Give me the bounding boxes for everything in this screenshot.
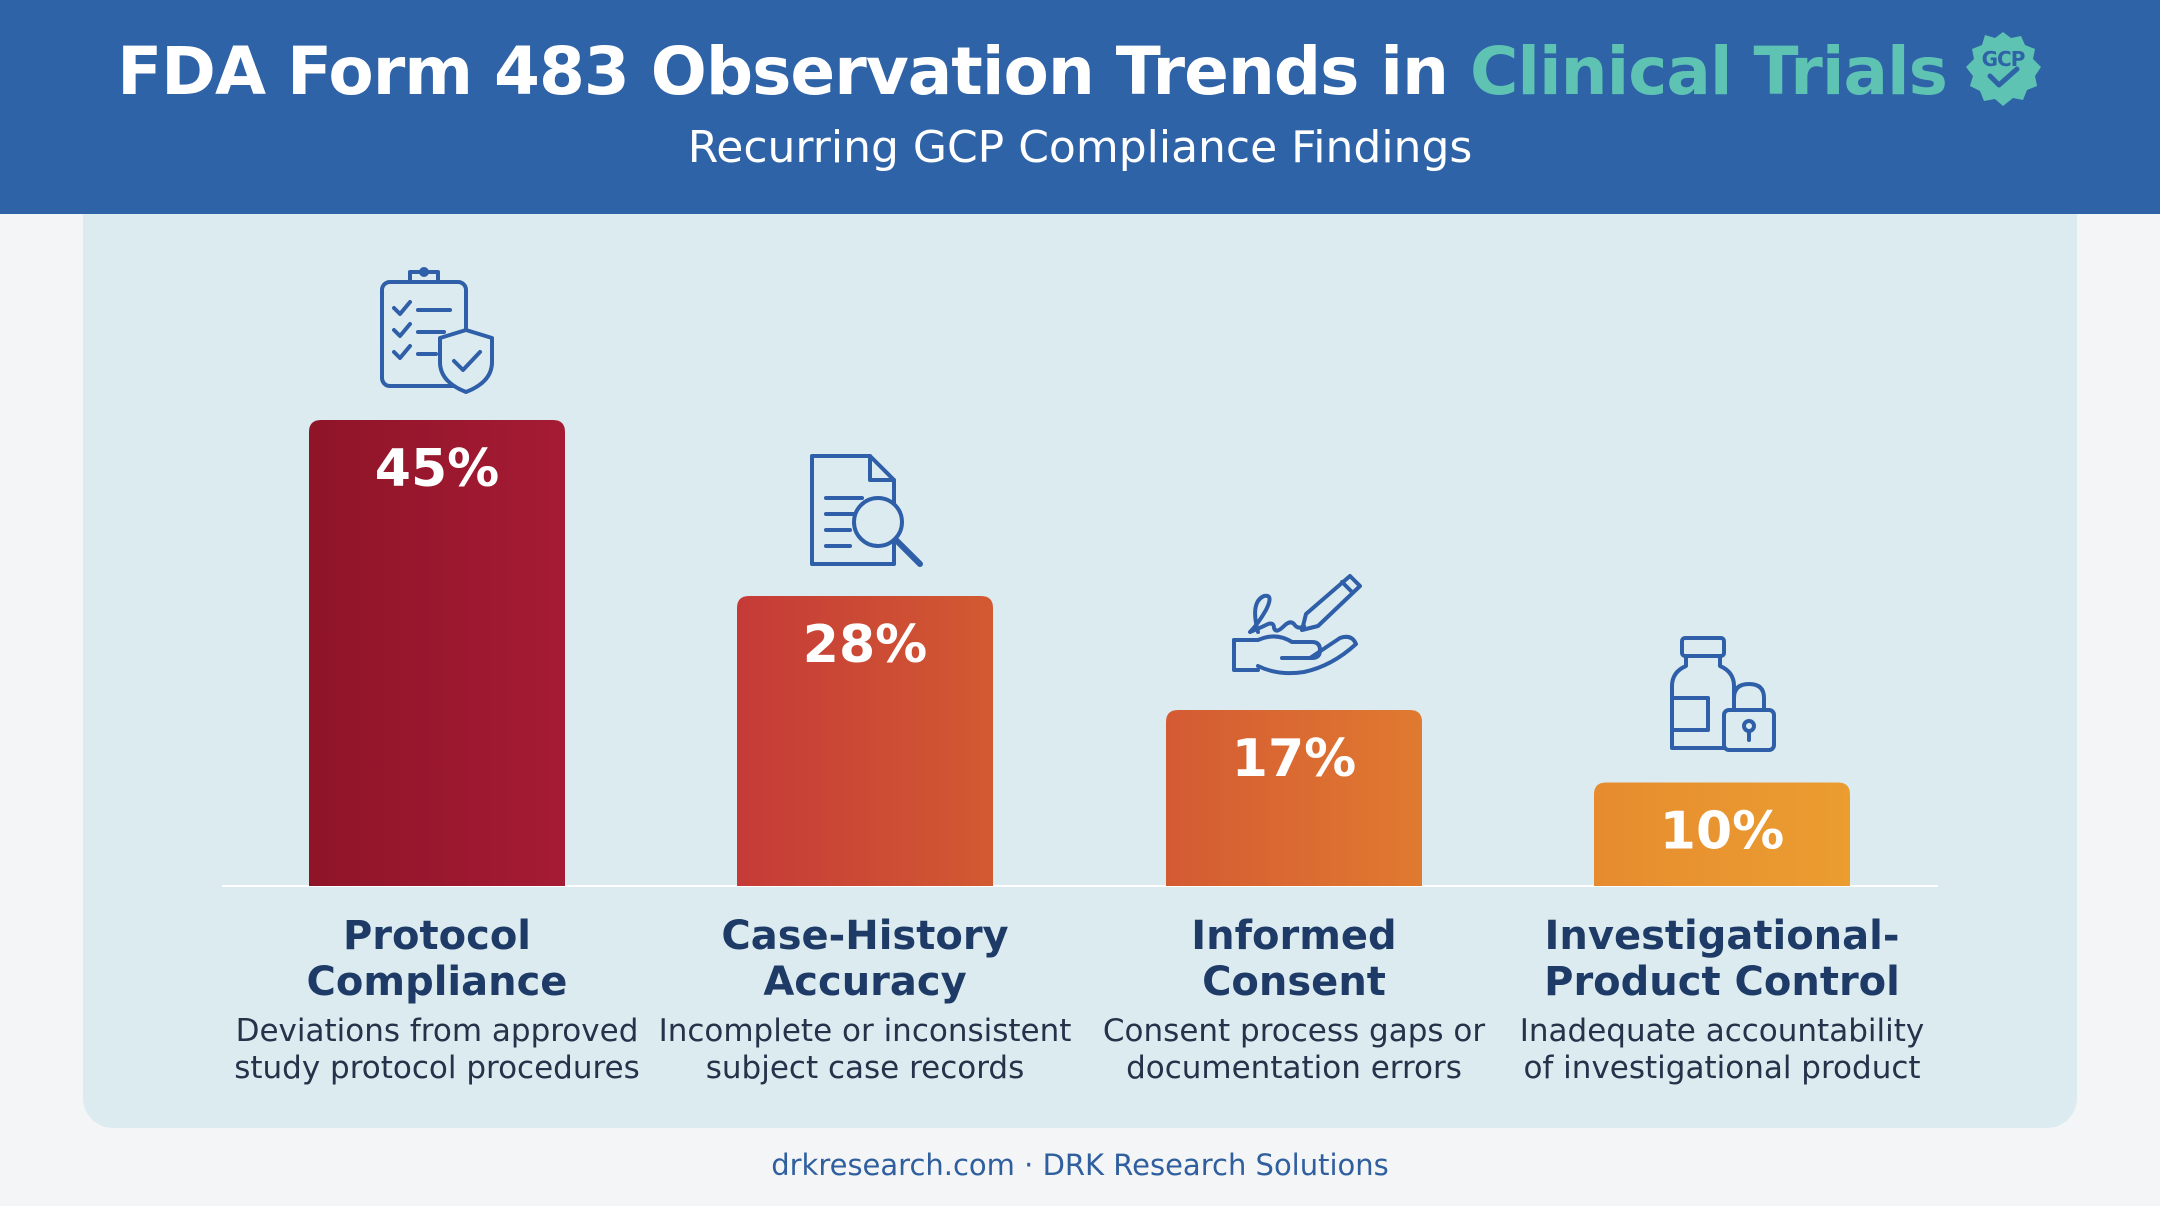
title-accent: Clinical Trials [1469, 33, 1948, 110]
page-title: FDA Form 483 Observation Trends in Clini… [0, 30, 2160, 116]
signature-hand-icon [1232, 574, 1362, 676]
bar-2 [737, 596, 993, 886]
bar-group: 45% 28% 17% 10% [309, 420, 1850, 886]
page-subtitle: Recurring GCP Compliance Findings [687, 122, 1473, 173]
category-description: Incomplete or inconsistent [659, 1013, 1072, 1049]
category-title: Product Control [1544, 959, 1900, 1005]
gcp-badge-icon: GCP [1963, 30, 2043, 110]
title-main: FDA Form 483 Observation Trends in [117, 33, 1470, 110]
category-icons [380, 267, 1776, 752]
category-description: subject case records [706, 1050, 1025, 1086]
bar-value-label: 28% [803, 615, 927, 675]
category-description: study protocol procedures [234, 1050, 640, 1086]
category-title: Consent [1202, 959, 1386, 1005]
header-banner [0, 0, 2160, 214]
category-title: Protocol [343, 913, 531, 959]
bar-value-label: 45% [375, 439, 499, 499]
category-description: documentation errors [1126, 1050, 1462, 1086]
category-title: Case-History [721, 913, 1008, 959]
bar-value-label: 17% [1232, 729, 1356, 789]
category-title: Informed [1191, 913, 1396, 959]
category-description: Consent process gaps or [1103, 1013, 1485, 1049]
vial-lock-icon [1670, 636, 1776, 752]
category-title: Compliance [307, 959, 568, 1005]
category-title: Investigational- [1545, 913, 1900, 959]
bar-value-label: 10% [1660, 801, 1784, 861]
footer-credit: drkresearch.com · DRK Research Solutions [771, 1148, 1389, 1182]
bar-4 [1594, 782, 1850, 886]
bar-3 [1166, 709, 1422, 886]
category-title: Accuracy [763, 959, 966, 1005]
gcp-badge-shape: GCP [1965, 31, 2041, 106]
category-description: of investigational product [1523, 1050, 1920, 1086]
category-description: Deviations from approved [236, 1013, 639, 1049]
document-search-icon [810, 454, 923, 567]
clipboard-shield-icon [380, 267, 494, 394]
category-description: Inadequate accountability [1520, 1013, 1924, 1049]
bar-1 [309, 420, 565, 886]
